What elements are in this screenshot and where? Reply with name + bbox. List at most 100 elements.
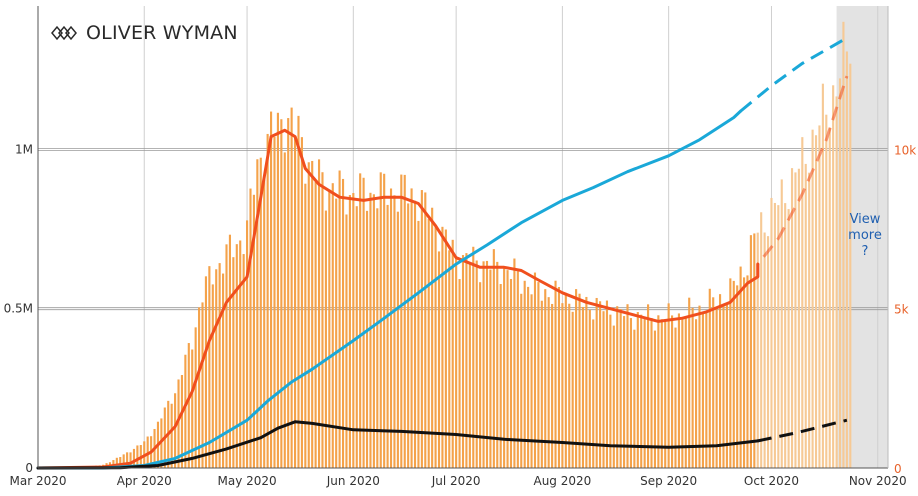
daily-bar	[263, 180, 265, 468]
daily-bar	[688, 298, 690, 468]
daily-bar	[387, 205, 389, 468]
right-axis-tick-label: 0	[894, 462, 902, 476]
daily-bar	[243, 254, 245, 468]
left-axis-tick-label: 1M	[15, 142, 33, 156]
daily-bar	[435, 226, 437, 468]
daily-bar	[455, 259, 457, 468]
daily-bar	[513, 259, 515, 468]
daily-bar	[273, 137, 275, 468]
daily-bar	[373, 194, 375, 468]
daily-bar	[325, 211, 327, 468]
daily-bar	[729, 278, 731, 468]
daily-bar	[637, 312, 639, 468]
daily-bar	[733, 281, 735, 468]
daily-bar	[671, 315, 673, 468]
left-axis-tick-label: 0.5M	[4, 302, 33, 316]
daily-bar	[339, 171, 341, 468]
daily-bar	[201, 302, 203, 468]
view-more-link[interactable]: View more ?	[838, 212, 892, 260]
daily-bar	[784, 203, 786, 468]
daily-bar	[222, 274, 224, 468]
daily-bar	[277, 113, 279, 468]
daily-bar	[829, 128, 831, 468]
daily-bar	[770, 198, 772, 468]
daily-bar	[760, 212, 762, 468]
daily-bar	[825, 115, 827, 468]
daily-bar	[596, 298, 598, 468]
daily-bar	[205, 276, 207, 468]
daily-bar	[849, 64, 851, 468]
daily-bar	[716, 308, 718, 468]
x-tick-label: Aug 2020	[533, 474, 591, 488]
daily-bar	[188, 343, 190, 468]
daily-bar	[788, 209, 790, 468]
daily-bar	[764, 233, 766, 468]
daily-bar	[750, 235, 752, 468]
daily-bar	[431, 208, 433, 468]
daily-bar	[640, 315, 642, 468]
daily-bar	[668, 303, 670, 468]
x-tick-label: Apr 2020	[117, 474, 172, 488]
daily-bar	[198, 307, 200, 468]
daily-bar	[349, 195, 351, 468]
daily-bar	[815, 135, 817, 468]
daily-bar	[606, 301, 608, 468]
daily-bar	[393, 195, 395, 468]
daily-bar	[249, 189, 251, 468]
daily-bar	[297, 116, 299, 468]
daily-bar	[839, 78, 841, 468]
logo: OLIVER WYMAN	[50, 22, 238, 44]
daily-bar	[801, 137, 803, 468]
daily-bar	[719, 294, 721, 468]
daily-bar	[304, 184, 306, 468]
daily-bar	[709, 289, 711, 468]
view-more-line-1: View	[838, 212, 892, 228]
daily-bar	[657, 315, 659, 468]
daily-bar	[832, 85, 834, 468]
right-axis-tick-label: 5k	[894, 303, 909, 317]
daily-bar	[698, 306, 700, 468]
daily-bar	[743, 277, 745, 468]
daily-bar	[236, 244, 238, 468]
daily-bar	[818, 125, 820, 468]
daily-bar	[479, 282, 481, 468]
daily-bar	[291, 108, 293, 468]
daily-bar	[239, 240, 241, 468]
daily-bar	[390, 188, 392, 468]
daily-bar	[414, 201, 416, 468]
daily-bar	[736, 285, 738, 468]
daily-bar	[280, 119, 282, 468]
daily-bar	[184, 355, 186, 468]
daily-bar	[441, 227, 443, 468]
x-tick-label: Jul 2020	[431, 474, 481, 488]
daily-bar	[822, 84, 824, 468]
daily-bar	[318, 159, 320, 468]
daily-bar	[421, 190, 423, 468]
daily-bar	[208, 266, 210, 468]
daily-bar	[774, 203, 776, 468]
x-tick-label: Nov 2020	[849, 474, 907, 488]
daily-bar	[294, 136, 296, 468]
daily-bar	[534, 273, 536, 468]
daily-bar	[767, 236, 769, 468]
daily-bar	[692, 308, 694, 468]
daily-bar	[407, 203, 409, 468]
daily-bar	[647, 304, 649, 468]
daily-bar	[342, 179, 344, 468]
view-more-line-2: more	[838, 228, 892, 244]
daily-bar	[493, 249, 495, 468]
daily-bar	[812, 130, 814, 468]
daily-bar	[836, 96, 838, 468]
x-tick-label: Jun 2020	[326, 474, 380, 488]
daily-bar	[383, 174, 385, 468]
daily-bar	[554, 281, 556, 468]
x-tick-label: Mar 2020	[10, 474, 67, 488]
series-projection-blue_line	[741, 38, 847, 111]
daily-bar	[781, 179, 783, 468]
daily-bar	[270, 112, 272, 468]
x-tick-label: May 2020	[217, 474, 276, 488]
daily-bar	[424, 192, 426, 468]
daily-bar	[753, 233, 755, 468]
daily-bar	[404, 175, 406, 468]
daily-bar	[678, 313, 680, 468]
